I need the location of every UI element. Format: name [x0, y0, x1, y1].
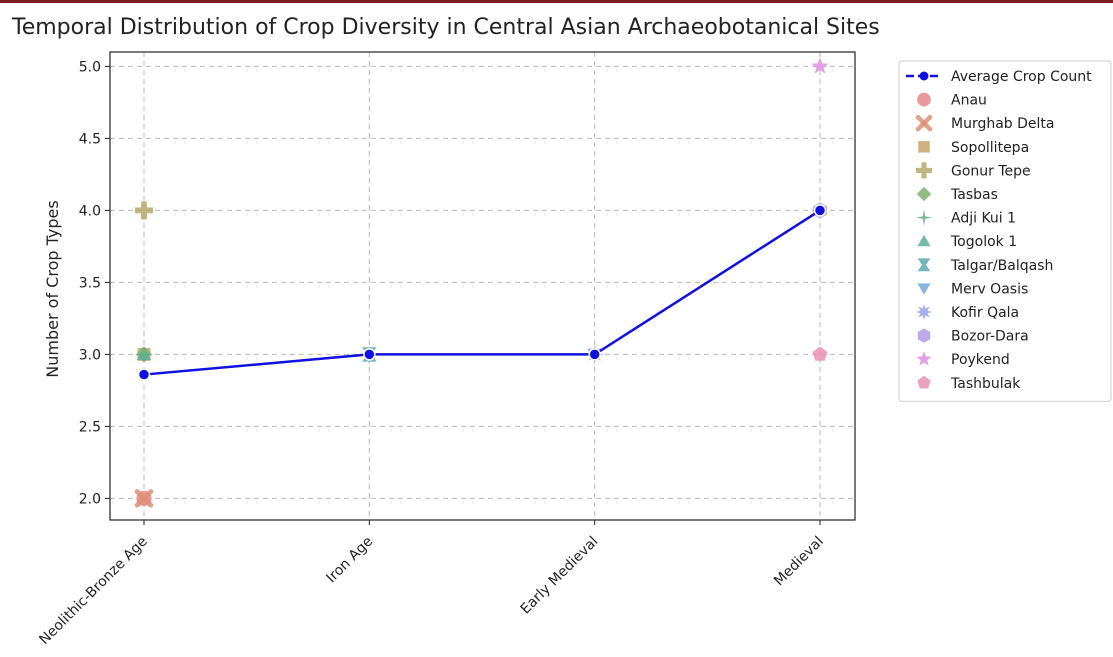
x-tick-label: Iron Age — [323, 534, 376, 587]
legend-marker-swatch — [917, 92, 931, 107]
legend-label: Talgar/Balqash — [950, 258, 1053, 274]
legend-label: Gonur Tepe — [951, 163, 1031, 179]
plot-area: 2.0 2.5 3.0 3.5 4.0 4.5 5.0 Neolithic-Bronze Ag… — [36, 51, 856, 648]
y-tick-label: 5.0 — [79, 59, 101, 75]
legend-marker-swatch — [916, 209, 932, 226]
x-tick-label: Neolithic-Bronze Age — [36, 534, 150, 648]
x-tick-label: Early Medieval — [518, 534, 602, 618]
y-tick-label: 3.5 — [79, 275, 101, 291]
y-tick-label: 2.5 — [79, 419, 101, 435]
legend-label: Anau — [951, 93, 987, 109]
average-point — [137, 368, 151, 381]
y-tick-label: 4.0 — [79, 203, 101, 219]
legend-label: Murghab Delta — [951, 116, 1055, 132]
legend-label: Merv Oasis — [951, 281, 1028, 297]
data-point-site — [136, 347, 152, 361]
y-tick-label: 4.5 — [79, 131, 101, 147]
legend-marker-swatch — [916, 351, 932, 366]
legend-label: Kofir Qala — [951, 305, 1019, 321]
data-point-site — [135, 201, 153, 220]
plot-background — [110, 52, 855, 520]
legend-label: Sopollitepa — [951, 140, 1029, 156]
average-point — [363, 348, 376, 361]
legend-marker-swatch — [917, 234, 931, 247]
legend-marker-swatch — [918, 141, 930, 153]
legend-label: Tashbulak — [950, 376, 1021, 392]
legend-marker-swatch — [917, 283, 931, 295]
legend-label: Poykend — [951, 352, 1010, 368]
legend-marker-swatch — [916, 304, 932, 320]
legend-point-swatch — [919, 71, 929, 81]
legend-marker-swatch — [917, 375, 931, 389]
legend-label: Tasbas — [950, 187, 998, 203]
chart-title: Temporal Distribution of Crop Diversity … — [11, 15, 880, 40]
legend-marker-swatch — [915, 114, 933, 132]
legend-marker-swatch — [917, 258, 931, 272]
legend-marker-swatch — [916, 162, 932, 179]
legend-box — [898, 60, 1112, 402]
legend-marker-swatch — [917, 328, 931, 343]
data-point-site — [134, 489, 154, 508]
legend: Average Crop Count Anau Murghab Delta Sopol… — [898, 60, 1112, 402]
legend-label: Bozor-Dara — [951, 329, 1029, 345]
legend-label: Average Crop Count — [951, 69, 1092, 85]
top-border — [0, 0, 1113, 3]
average-line — [143, 209, 821, 376]
y-axis-label: Number of Crop Types — [43, 200, 62, 377]
data-point-site — [812, 346, 828, 361]
y-tick-label: 3.0 — [79, 347, 101, 363]
legend-label: Togolok 1 — [950, 234, 1017, 250]
average-point — [813, 204, 827, 217]
data-point-site — [811, 57, 829, 74]
legend-marker-swatch — [916, 186, 932, 202]
y-tick-label: 2.0 — [79, 491, 101, 507]
x-stroke — [915, 114, 933, 132]
average-point — [588, 348, 601, 361]
x-tick-label: Medieval — [771, 534, 827, 590]
legend-label: Adji Kui 1 — [951, 211, 1016, 227]
plot-frame — [109, 51, 856, 521]
x-stroke — [134, 489, 154, 508]
